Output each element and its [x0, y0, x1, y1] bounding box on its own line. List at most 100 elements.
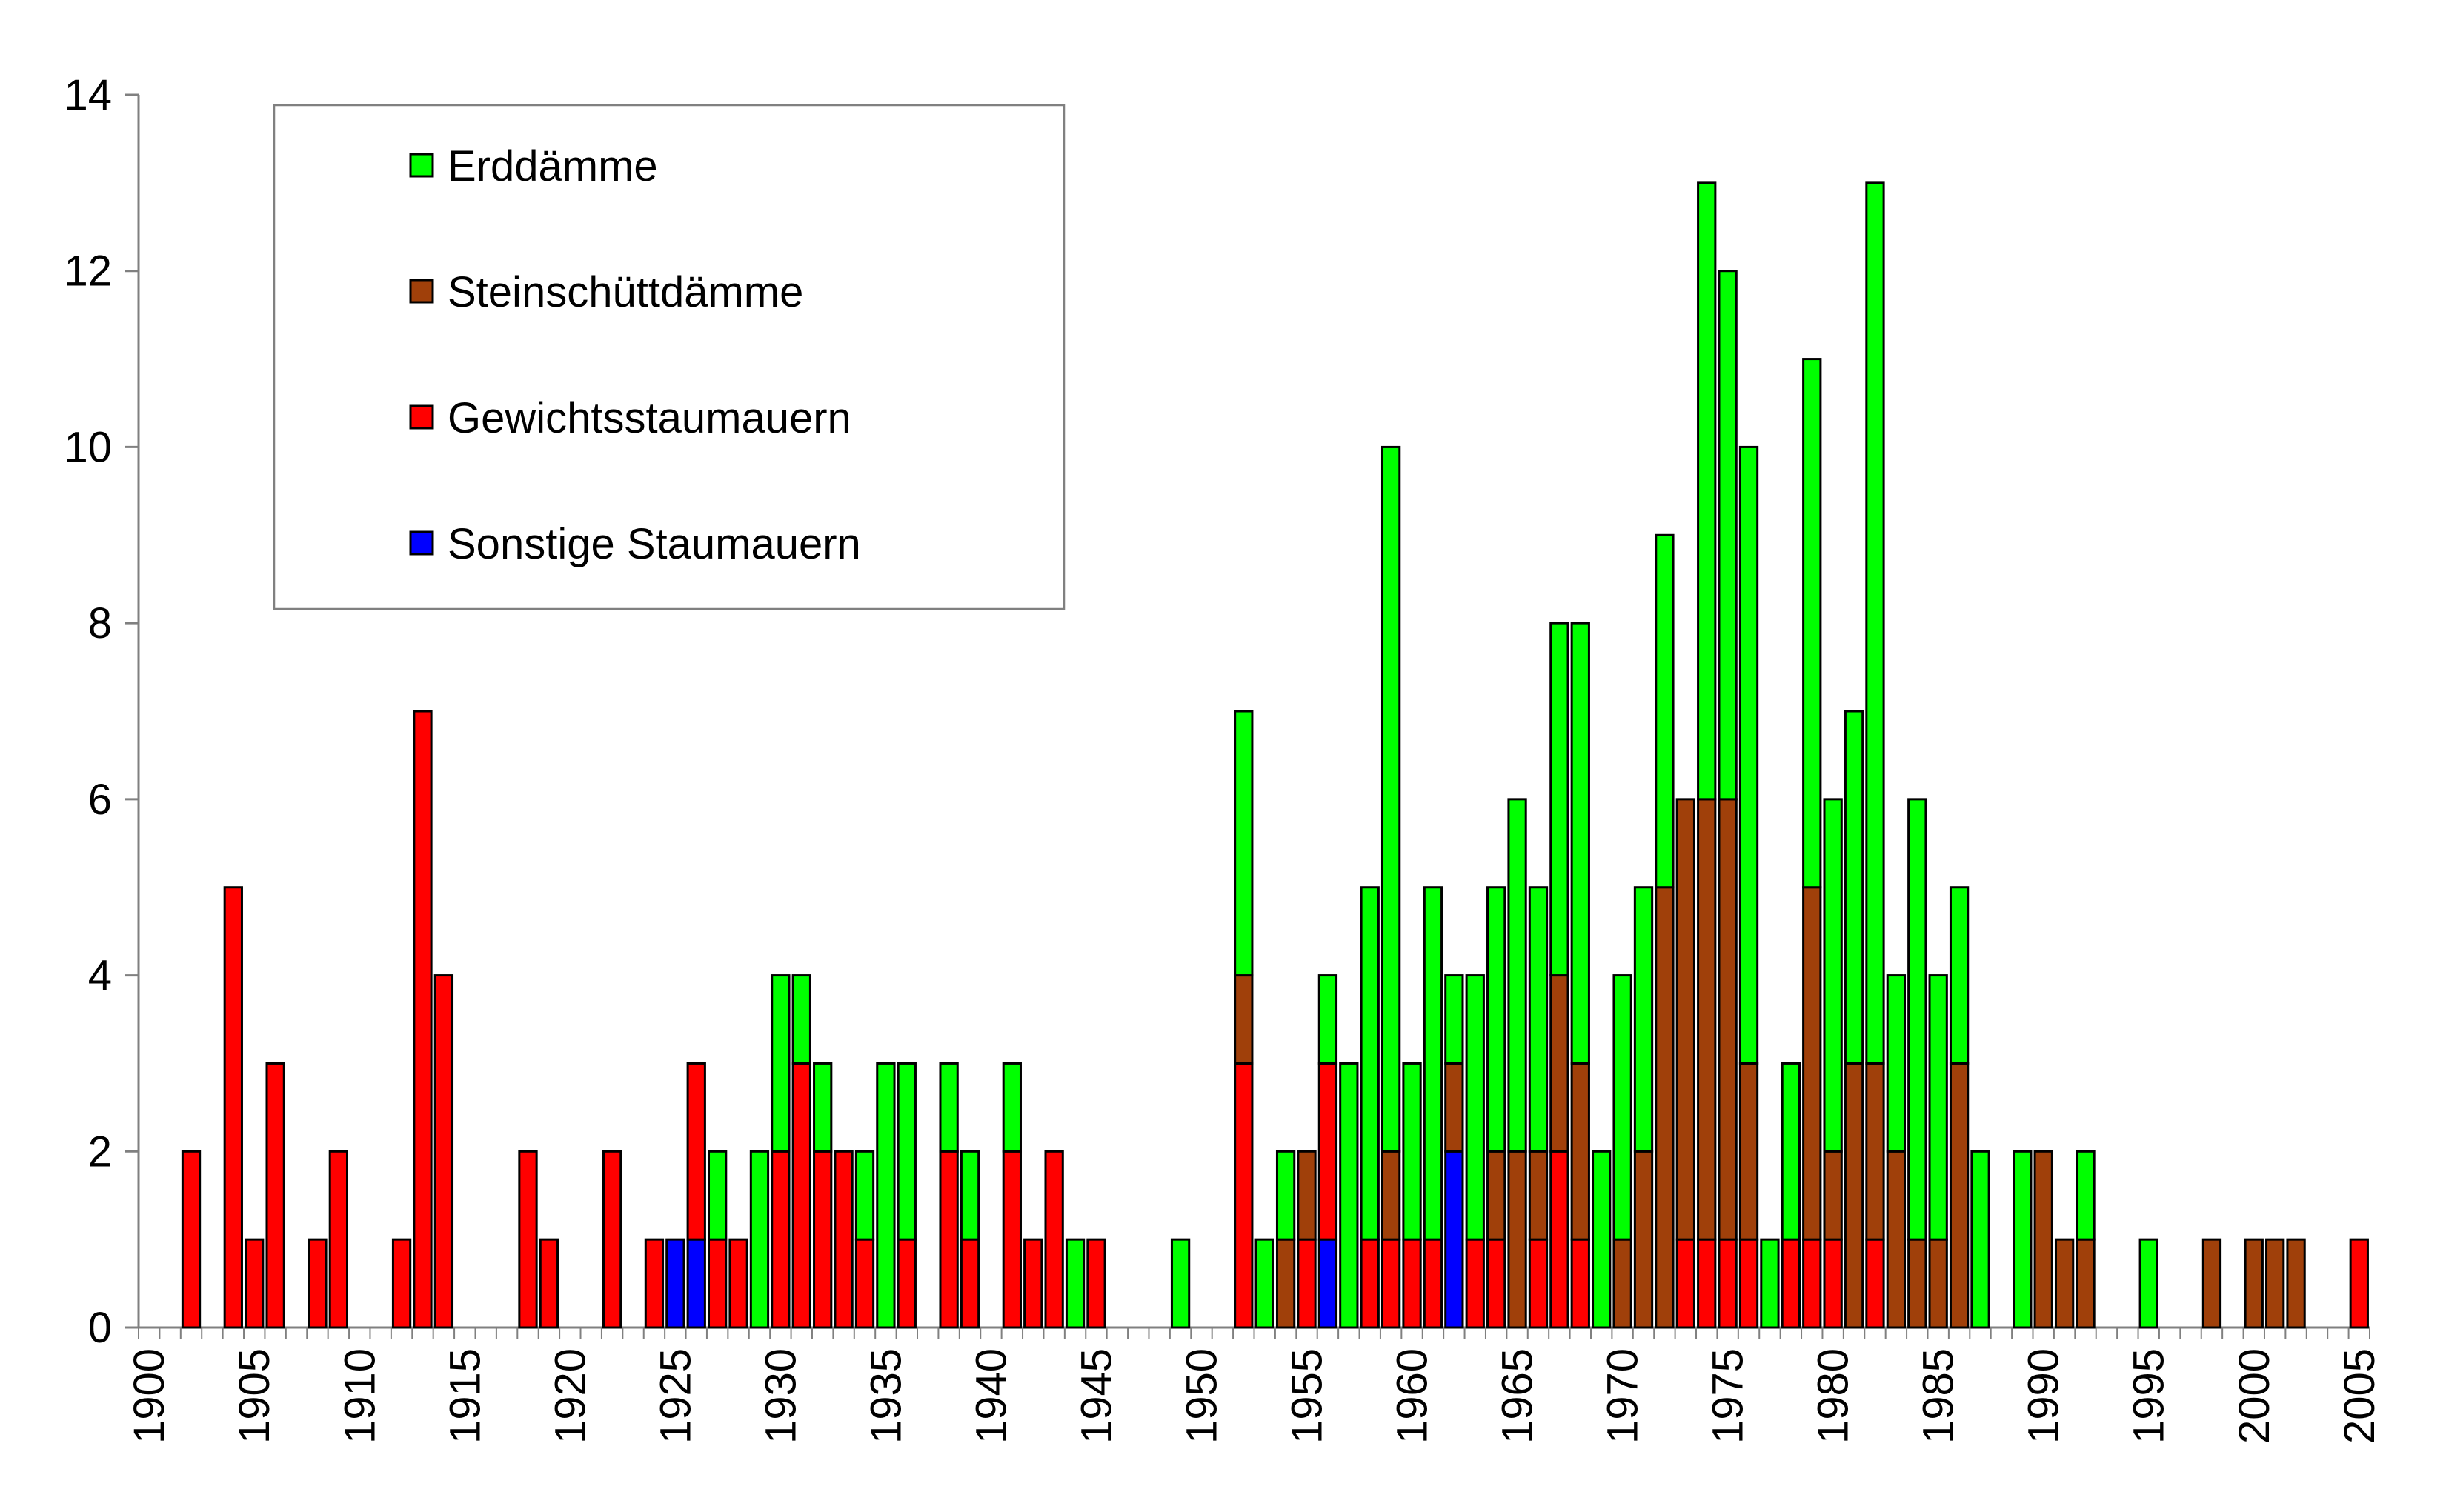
bar-segment: Gewichtsstaumauern 1909: 2: [328, 1150, 349, 1329]
bar-segment: Erddämme 1986: 2: [1949, 886, 1970, 1065]
x-tick-label: 1955: [1283, 1348, 1332, 1444]
bar-segment: Gewichtsstaumauern 1978: 1: [1781, 1238, 1801, 1329]
bar-segment: Gewichtsstaumauern 1964: 1: [1486, 1238, 1506, 1329]
bar-segment: Erddämme 1984: 5: [1907, 798, 1927, 1241]
y-tick-label: 4: [88, 952, 112, 1000]
bar-segment: Gewichtsstaumauern 1934: 1: [854, 1238, 875, 1329]
bar-segment: Gewichtsstaumauern 1952: 3: [1234, 1062, 1254, 1329]
bar-segment: Gewichtsstaumauern 1939: 1: [960, 1238, 980, 1329]
bar-segment: Steinschüttdämme 1973: 5: [1675, 798, 1695, 1241]
bar-segment: Steinschüttdämme 1964: 1: [1486, 1150, 1506, 1241]
bar-segment: Erddämme 1960: 2: [1402, 1062, 1422, 1241]
bar-segment: Erddämme 1966: 3: [1528, 886, 1549, 1153]
bar-segment: Gewichtsstaumauern 1932: 2: [813, 1150, 833, 1329]
x-tick-label: 1945: [1072, 1348, 1120, 1444]
bar-segment: Erddämme 1968: 5: [1570, 622, 1590, 1065]
bars: Gewichtsstaumauern 1902: 2 Gewichtsstauma…: [181, 181, 2369, 1329]
y-tick-label: 10: [64, 423, 112, 471]
y-tick-label: 2: [88, 1128, 112, 1176]
bar-segment: Erddämme 1975: 6: [1718, 270, 1738, 801]
bar-segment: Gewichtsstaumauern 1982: 1: [1865, 1238, 1885, 1329]
bar-segment: Gewichtsstaumauern 1963: 1: [1465, 1238, 1485, 1329]
x-tick-label: 1940: [967, 1348, 1015, 1444]
bar-segment: Erddämme 1935: 3: [876, 1062, 896, 1329]
legend-label-erddaemme: Erddämme: [448, 142, 658, 190]
bar-segment: Steinschüttdämme 1965: 2: [1507, 1150, 1527, 1329]
x-tick-label: 2005: [2336, 1348, 2384, 1444]
x-tick-label: 1970: [1599, 1348, 1647, 1444]
x-tick-label: 1960: [1389, 1348, 1437, 1444]
bar-segment: Gewichtsstaumauern 1918: 2: [518, 1150, 538, 1329]
legend-item-gewichtsstaumauern: Gewichtsstaumauern: [409, 394, 851, 442]
bar-segment: Erddämme 1989: 2: [2013, 1150, 2033, 1329]
bar-segment: Steinschüttdämme 1974: 5: [1697, 798, 1717, 1241]
x-tick-label: 1975: [1704, 1348, 1752, 1444]
bar-segment: Erddämme 1959: 8: [1380, 445, 1401, 1153]
bar-segment: Gewichtsstaumauern 1961: 1: [1423, 1238, 1443, 1329]
bar-segment: Erddämme 1972: 4: [1655, 533, 1675, 889]
x-tick-label: 1905: [230, 1348, 279, 1444]
bar-segment: Erddämme 1956: 1: [1317, 974, 1338, 1065]
legend-label-steinschuettdaemme: Steinschüttdämme: [448, 268, 803, 316]
bar-segment: Gewichtsstaumauern 1943: 2: [1044, 1150, 1064, 1329]
x-tick-label: 1995: [2125, 1348, 2173, 1444]
x-tick-label: 1910: [336, 1348, 384, 1444]
bar-segment: Gewichtsstaumauern 1904: 5: [223, 886, 243, 1329]
bar-segment: Erddämme 1961: 4: [1423, 886, 1443, 1241]
bar-segment: Erddämme 1983: 2: [1886, 974, 1907, 1153]
x-tick-label: 1985: [1915, 1348, 1963, 1444]
bar-segment: Gewichtsstaumauern 1980: 1: [1823, 1238, 1843, 1329]
bar-segment: Gewichtsstaumauern 1908: 1: [308, 1238, 328, 1329]
bar-segment: Erddämme 1934: 1: [854, 1150, 875, 1241]
bar-segment: Steinschüttdämme 1985: 1: [1928, 1238, 1948, 1329]
bar-segment: Erddämme 1958: 4: [1360, 886, 1380, 1241]
bar-segment: Erddämme 1992: 1: [2076, 1150, 2096, 1241]
x-axis: 1900 1905 1910 1915 1920 1925 1930 1935 1940 1945…: [125, 1326, 2384, 1444]
x-tick-label: 1920: [546, 1348, 594, 1444]
bar-segment: Erddämme 1936: 2: [897, 1062, 917, 1241]
bar-segment: Steinschüttdämme 1976: 2: [1738, 1062, 1759, 1241]
bar-segment: Steinschüttdämme 1998: 1: [2201, 1238, 2222, 1329]
x-tick-label: 1900: [125, 1348, 173, 1444]
bar-segment: Erddämme 1962: 1: [1444, 974, 1464, 1065]
bar-segment: Steinschüttdämme 1984: 1: [1907, 1238, 1927, 1329]
bar-segment: Gewichtsstaumauern 1974: 1: [1697, 1238, 1717, 1329]
x-tick-label: 1935: [862, 1348, 910, 1444]
bar-segment: Gewichtsstaumauern 1938: 2: [939, 1150, 959, 1329]
bar-segment: Gewichtsstaumauern 1956: 2: [1317, 1062, 1338, 1241]
bar-segment: Erddämme 1981: 4: [1844, 710, 1864, 1065]
bar-segment: Gewichtsstaumauern 1973: 1: [1675, 1238, 1695, 1329]
bar-segment: Gewichtsstaumauern 1914: 4: [433, 974, 454, 1329]
bar-segment: Gewichtsstaumauern 1968: 1: [1570, 1238, 1590, 1329]
legend-label-gewichtsstaumauern: Gewichtsstaumauern: [448, 394, 851, 442]
x-tick-label: 2000: [2230, 1348, 2279, 1444]
bar-segment: Steinschüttdämme 1991: 1: [2054, 1238, 2075, 1329]
bar-segment: Erddämme 1927: 1: [708, 1150, 728, 1241]
bar-segment: Erddämme 1965: 4: [1507, 798, 1527, 1153]
bar-segment: Erddämme 1974: 7: [1697, 181, 1717, 801]
bar-segment: Erddämme 1970: 3: [1612, 974, 1632, 1241]
legend-swatch-sonstige-staumauern: [409, 530, 434, 556]
bar-segment: Gewichtsstaumauern 1919: 1: [539, 1238, 559, 1329]
x-tick-label: 1950: [1177, 1348, 1226, 1444]
bar-segment: Erddämme 1980: 4: [1823, 798, 1843, 1153]
x-tick-label: 1980: [1809, 1348, 1858, 1444]
bar-segment: Steinschüttdämme 2002: 1: [2286, 1238, 2306, 1329]
bar-segment: Steinschüttdämme 1968: 2: [1570, 1062, 1590, 1241]
bar-segment: Gewichtsstaumauern 1912: 1: [391, 1238, 412, 1329]
bar-segment: Gewichtsstaumauern 1979: 1: [1802, 1238, 1822, 1329]
bar-segment: Sonstige Staumauern 1956: 1: [1317, 1238, 1338, 1329]
bar-segment: Steinschüttdämme 1980: 1: [1823, 1150, 1843, 1241]
legend-item-steinschuettdaemme: Steinschüttdämme: [409, 268, 803, 316]
x-tick-label: 1925: [651, 1348, 699, 1444]
bar-segment: Gewichtsstaumauern 1966: 1: [1528, 1238, 1549, 1329]
bar-segment: Gewichtsstaumauern 1967: 2: [1549, 1150, 1569, 1329]
bar-segment: Steinschüttdämme 1962: 1: [1444, 1062, 1464, 1153]
legend-swatch-erddaemme: [409, 153, 434, 178]
bar-segment: Steinschüttdämme 1966: 1: [1528, 1150, 1549, 1241]
bar-segment: Gewichtsstaumauern 1960: 1: [1402, 1238, 1422, 1329]
bar-segment: Erddämme 1978: 2: [1781, 1062, 1801, 1241]
bar-segment: Gewichtsstaumauern 1927: 1: [708, 1238, 728, 1329]
bar-segment: Erddämme 1953: 1: [1254, 1238, 1274, 1329]
